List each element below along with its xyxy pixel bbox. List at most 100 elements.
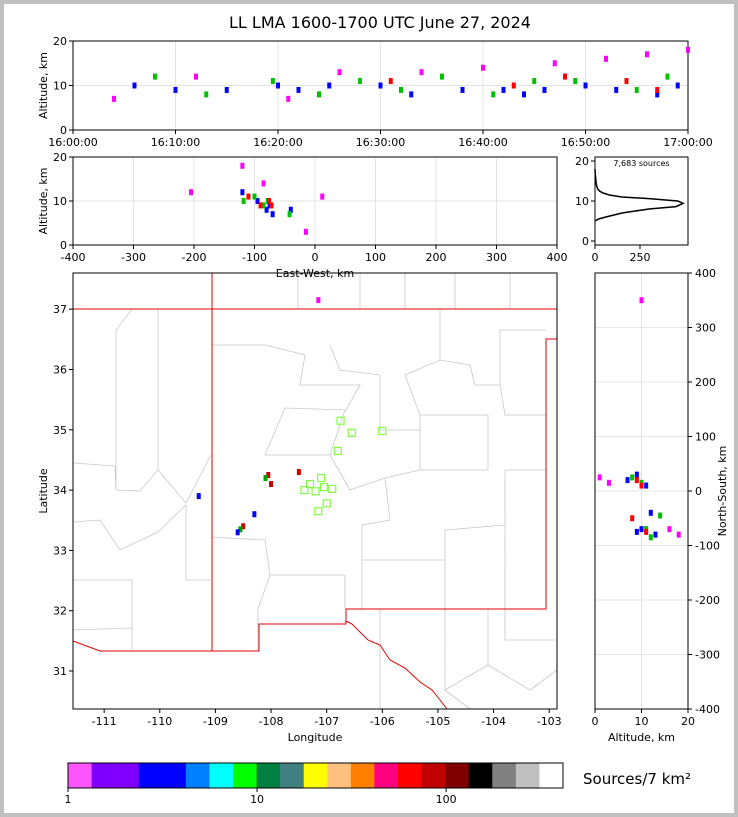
source-point — [305, 479, 315, 489]
colorbar-segment — [303, 763, 328, 788]
source-point — [204, 91, 209, 98]
x-tick-label: -111 — [92, 715, 117, 728]
source-point — [153, 73, 157, 80]
source-point — [614, 86, 619, 93]
y-tick-label: 20 — [575, 155, 589, 168]
source-point — [624, 78, 629, 85]
source-point — [224, 86, 229, 93]
y-tick-label: -200 — [695, 594, 720, 607]
source-point — [317, 473, 326, 483]
source-point — [252, 193, 257, 200]
colorbar-segment — [185, 763, 210, 788]
source-point — [563, 73, 567, 80]
colorbar-segment — [421, 763, 446, 788]
source-point — [194, 73, 198, 80]
source-point — [336, 416, 345, 425]
source-point — [440, 73, 444, 80]
source-point — [625, 477, 630, 484]
source-point — [269, 202, 274, 209]
x-tick-label: 400 — [547, 251, 568, 264]
source-point — [173, 86, 178, 93]
colorbar-segment — [492, 763, 517, 788]
source-point — [644, 482, 649, 489]
y-axis-label: North-South, km — [716, 446, 729, 537]
source-point — [296, 86, 301, 93]
colorbar-tick-label: 100 — [436, 793, 457, 806]
source-point — [655, 91, 660, 98]
y-tick-label: 100 — [695, 431, 716, 444]
y-tick-label: 0 — [60, 239, 67, 252]
source-point — [648, 509, 653, 516]
y-tick-label: 0 — [582, 235, 589, 248]
y-axis-label: Altitude, km — [37, 167, 50, 234]
colorbar-segment — [539, 763, 564, 788]
source-point — [261, 180, 266, 187]
plot-frame — [594, 156, 689, 246]
altitude-profile — [594, 168, 685, 222]
y-tick-label: 10 — [575, 195, 589, 208]
x-tick-label: -200 — [182, 251, 207, 264]
colorbar-segment — [138, 763, 163, 788]
colorbar-segment — [233, 763, 257, 788]
source-point — [501, 86, 506, 93]
y-tick-label: 31 — [53, 665, 67, 678]
y-tick-label: -100 — [695, 540, 720, 553]
source-point — [263, 475, 268, 482]
y-tick-label: 35 — [53, 424, 67, 437]
x-tick-label: 16:40:00 — [458, 136, 507, 149]
source-point — [597, 474, 602, 481]
source-point — [606, 479, 611, 486]
x-tick-label: 17:00:00 — [663, 136, 712, 149]
colorbar-label: Sources/7 km² — [583, 770, 691, 788]
source-point — [238, 526, 243, 533]
colorbar-segment — [327, 763, 352, 788]
y-tick-label: 200 — [695, 376, 716, 389]
colorbar-segment — [280, 763, 305, 788]
source-point — [240, 189, 245, 196]
source-point — [481, 64, 485, 71]
source-point — [347, 428, 356, 437]
source-point — [653, 531, 658, 538]
source-point — [665, 73, 670, 80]
source-point — [337, 69, 342, 76]
x-axis-label: Longitude — [288, 731, 343, 744]
x-tick-label: 100 — [365, 251, 386, 264]
x-tick-label: -100 — [242, 251, 267, 264]
source-point — [634, 471, 639, 478]
source-point — [252, 511, 257, 518]
source-point — [419, 69, 424, 76]
plot-frame — [72, 40, 689, 131]
source-point — [645, 51, 649, 58]
source-point — [552, 60, 557, 67]
colorbar-tick-label: 1 — [65, 793, 72, 806]
y-tick-label: 300 — [695, 322, 716, 335]
source-point — [316, 297, 321, 304]
plot-frame — [594, 272, 689, 710]
y-tick-label: 34 — [53, 484, 67, 497]
source-point — [276, 82, 280, 89]
source-point — [634, 528, 639, 535]
x-tick-label: 16:20:00 — [253, 136, 302, 149]
source-point — [532, 78, 537, 85]
source-point — [132, 82, 137, 89]
source-point — [287, 211, 292, 218]
source-point — [630, 474, 635, 481]
source-point — [399, 86, 403, 93]
colorbar-segment — [445, 763, 470, 788]
y-tick-label: -300 — [695, 649, 720, 662]
source-point — [522, 91, 526, 98]
x-tick-label: -103 — [537, 715, 562, 728]
source-point — [317, 91, 321, 98]
chart-title: LL LMA 1600-1700 UTC June 27, 2024 — [229, 13, 531, 32]
x-tick-label: 10 — [635, 715, 649, 728]
x-tick-label: 300 — [486, 251, 507, 264]
x-tick-label: -400 — [61, 251, 86, 264]
source-point — [319, 482, 329, 492]
y-tick-label: 10 — [53, 195, 67, 208]
source-point — [639, 526, 644, 533]
x-tick-label: 20 — [681, 715, 695, 728]
source-point — [634, 86, 639, 93]
source-point — [264, 206, 269, 213]
